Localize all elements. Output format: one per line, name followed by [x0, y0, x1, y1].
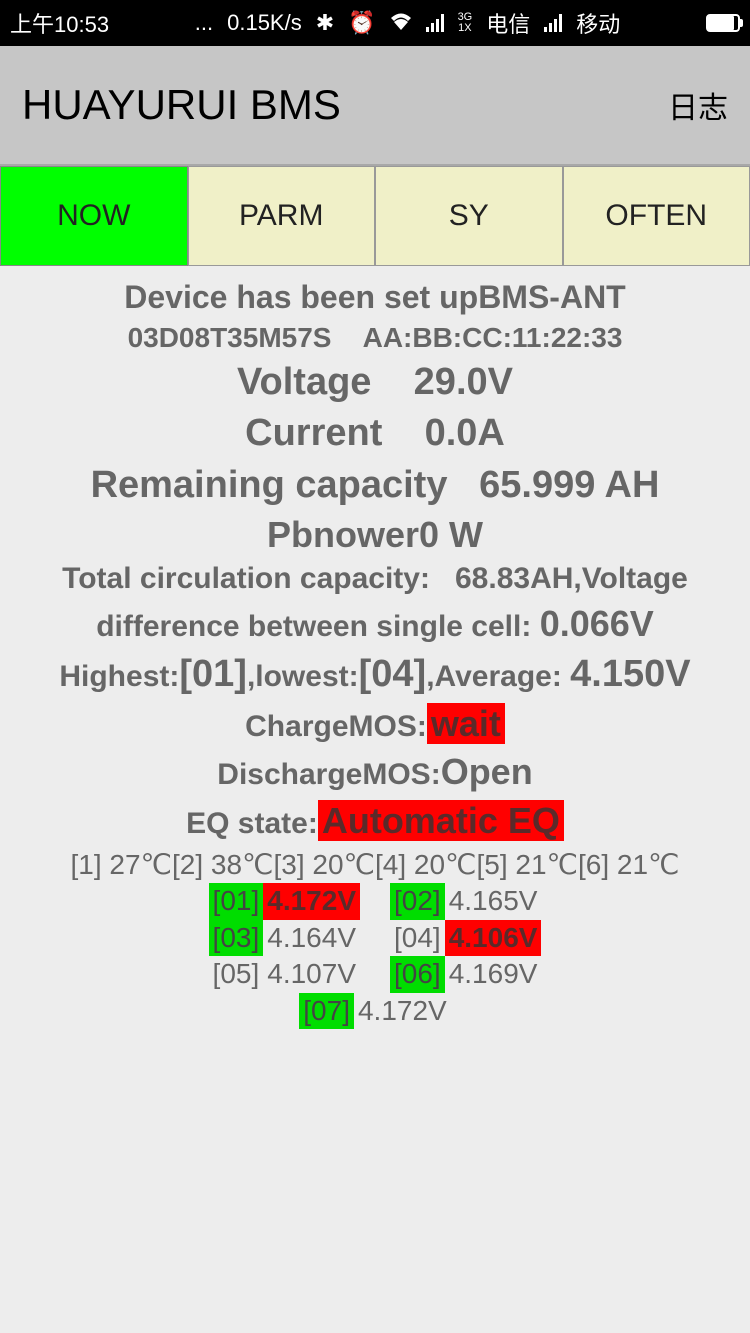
dischargemos-label: DischargeMOS: [217, 758, 440, 791]
dischargemos-value: Open [441, 751, 533, 792]
vdiff-label2: difference between single cell: [96, 610, 531, 643]
voltage-line: Voltage 29.0V [0, 357, 750, 408]
circulation-label: Total circulation capacity: [62, 562, 430, 595]
status-center: ... 0.15K/s ✱ ⏰ 3G1X 电信 移动 [109, 7, 706, 39]
remaining-value: 65.999 AH [479, 464, 659, 506]
signal-bars-2-icon [544, 14, 562, 32]
device-setup-line: Device has been set upBMS-ANT [0, 276, 750, 319]
temps-line: [1] 27℃[2] 38℃[3] 20℃[4] 20℃[5] 21℃[6] 2… [0, 846, 750, 884]
signal-bars-icon [426, 14, 444, 32]
alarm-icon: ⏰ [348, 10, 375, 36]
cell-index: [02] [390, 883, 445, 919]
current-label: Current [245, 412, 382, 454]
status-right [706, 14, 740, 32]
tab-bar: NOW PARM SY OFTEN [0, 166, 750, 266]
power-label: Pbnower [267, 514, 419, 555]
device-setup-text: Device has been set up [124, 279, 478, 315]
carrier-2: 移动 [576, 7, 620, 39]
cell-item: [02] 4.165V [390, 883, 541, 919]
status-dots: ... [195, 10, 213, 36]
cell-voltage: 4.164V [263, 920, 360, 956]
cell-item: [07] 4.172V [299, 993, 450, 1029]
cell-index: [03] [209, 920, 264, 956]
lowest-value: [04] [359, 653, 427, 695]
voltage-value: 29.0V [414, 361, 513, 403]
tab-parm[interactable]: PARM [188, 166, 376, 266]
battery-icon [706, 14, 740, 32]
cell-item: [03] 4.164V [209, 920, 360, 956]
cell-index: [01] [209, 883, 264, 919]
chargemos-line: ChargeMOS:wait [0, 700, 750, 749]
vdiff-line: difference between single cell: 0.066V [0, 600, 750, 649]
cell-item: [04] 4.106V [390, 920, 541, 956]
device-serial: 03D08T35M57S [128, 322, 332, 353]
highest-lowest-line: Highest:[01],lowest:[04],Average: 4.150V [0, 649, 750, 700]
tab-sy[interactable]: SY [375, 166, 563, 266]
highest-label: Highest: [59, 660, 179, 693]
cell-voltage: 4.172V [354, 993, 451, 1029]
highest-value: [01] [179, 653, 247, 695]
cell-index: [05] [209, 956, 264, 992]
status-time: 上午10:53 [10, 7, 109, 39]
lowest-label: ,lowest: [247, 660, 359, 693]
cell-row: [05] 4.107V [06] 4.169V [0, 956, 750, 992]
main-content: Device has been set upBMS-ANT 03D08T35M5… [0, 266, 750, 1039]
tab-often[interactable]: OFTEN [563, 166, 750, 266]
current-value: 0.0A [425, 412, 505, 454]
eq-label: EQ state: [186, 807, 318, 840]
cell-voltage: 4.107V [263, 956, 360, 992]
cell-index: [07] [299, 993, 354, 1029]
app-bar: HUAYURUI BMS 日志 [0, 46, 750, 166]
eq-value: Automatic EQ [318, 800, 564, 841]
bluetooth-icon: ✱ [316, 10, 334, 36]
network-type: 3G1X [458, 12, 473, 34]
power-line: Pbnower0 W [0, 511, 750, 560]
log-button[interactable]: 日志 [668, 83, 728, 127]
remaining-line: Remaining capacity 65.999 AH [0, 460, 750, 511]
status-bar: 上午10:53 ... 0.15K/s ✱ ⏰ 3G1X 电信 移动 [0, 0, 750, 46]
chargemos-value: wait [427, 703, 505, 744]
status-speed: 0.15K/s [227, 10, 302, 36]
cell-voltage: 4.172V [263, 883, 360, 919]
cells-container: [01] 4.172V [02] 4.165V [03] 4.164V [04] 4.… [0, 883, 750, 1029]
cell-voltage: 4.165V [445, 883, 542, 919]
remaining-label: Remaining capacity [91, 464, 448, 506]
cell-item: [05] 4.107V [209, 956, 360, 992]
cell-row: [01] 4.172V [02] 4.165V [0, 883, 750, 919]
carrier-1: 电信 [486, 7, 530, 39]
device-mac: AA:BB:CC:11:22:33 [363, 322, 623, 353]
tab-now[interactable]: NOW [0, 166, 188, 266]
dischargemos-line: DischargeMOS:Open [0, 748, 750, 797]
device-name: BMS-ANT [478, 279, 626, 315]
cell-item: [06] 4.169V [390, 956, 541, 992]
current-line: Current 0.0A [0, 408, 750, 459]
power-value: 0 W [419, 514, 483, 555]
vdiff-label1: ,Voltage [573, 562, 687, 595]
device-info-line: 03D08T35M57S AA:BB:CC:11:22:33 [0, 319, 750, 357]
vdiff-value: 0.066V [540, 603, 654, 644]
cell-item: [01] 4.172V [209, 883, 360, 919]
eq-line: EQ state:Automatic EQ [0, 797, 750, 846]
cell-row: [07] 4.172V [0, 993, 750, 1029]
average-value: 4.150V [570, 653, 690, 695]
app-title: HUAYURUI BMS [22, 81, 668, 129]
circulation-line: Total circulation capacity: 68.83AH,Volt… [0, 559, 750, 600]
average-label: ,Average: [426, 660, 562, 693]
cell-voltage: 4.169V [445, 956, 542, 992]
circulation-value: 68.83AH [455, 562, 573, 595]
cell-voltage: 4.106V [445, 920, 542, 956]
chargemos-label: ChargeMOS: [245, 710, 427, 743]
cell-index: [04] [390, 920, 445, 956]
cell-row: [03] 4.164V [04] 4.106V [0, 920, 750, 956]
wifi-icon [390, 10, 412, 36]
voltage-label: Voltage [237, 361, 371, 403]
cell-index: [06] [390, 956, 445, 992]
